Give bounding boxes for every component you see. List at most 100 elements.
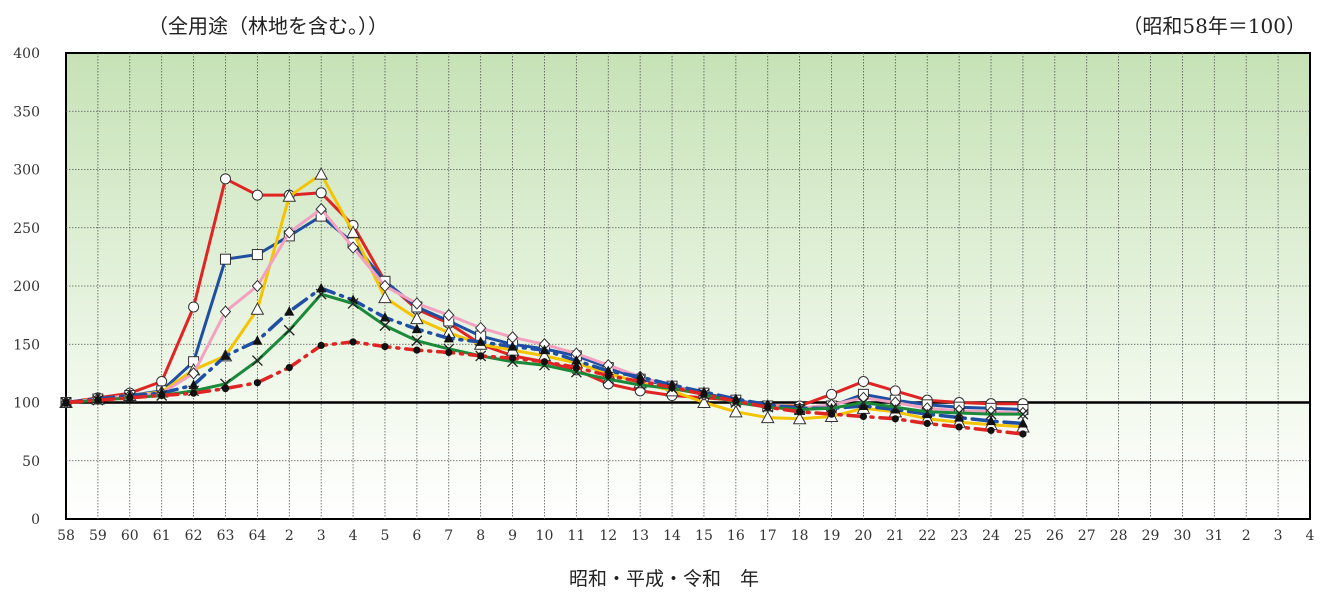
y-tick-labels: 0 50 100 150 200 250 300 350 400 — [13, 46, 40, 528]
data-point — [251, 249, 263, 261]
data-point — [700, 390, 708, 398]
data-point — [317, 341, 325, 350]
data-point — [764, 403, 772, 411]
data-point — [826, 388, 838, 400]
data-point — [282, 189, 297, 202]
data-point — [475, 336, 486, 346]
chart-subtitle: （昭和58年＝100） — [1122, 14, 1306, 38]
data-point — [221, 384, 230, 393]
x-tick-label: 6 — [412, 528, 421, 544]
data-point — [443, 332, 454, 343]
data-point — [923, 419, 931, 428]
x-tick-label: 4 — [1306, 528, 1315, 544]
data-point — [985, 408, 997, 420]
y-tick-label: 350 — [13, 104, 40, 120]
data-point — [889, 385, 901, 397]
data-point — [954, 412, 965, 422]
data-point — [1017, 417, 1028, 428]
data-point — [827, 410, 836, 418]
data-point — [477, 352, 485, 360]
x-tick-label: 27 — [1078, 528, 1096, 544]
x-tick-label: 17 — [759, 528, 777, 544]
x-tick-label: 7 — [444, 528, 453, 544]
data-point — [283, 226, 295, 239]
data-point — [540, 358, 549, 366]
x-tick-label: 24 — [982, 528, 1000, 544]
data-point — [220, 350, 231, 360]
data-point — [126, 394, 134, 402]
data-point — [283, 324, 295, 336]
y-tick-label: 0 — [31, 512, 40, 528]
x-tick-label: 25 — [1014, 528, 1032, 544]
data-point — [891, 415, 899, 423]
x-tick-label: 3 — [317, 528, 326, 544]
y-tick-label: 50 — [22, 454, 40, 470]
data-point — [379, 320, 391, 332]
y-tick-label: 150 — [13, 337, 40, 353]
data-point — [890, 403, 901, 414]
data-point — [796, 408, 804, 416]
data-point — [219, 253, 231, 265]
data-point — [94, 396, 102, 404]
data-point — [188, 379, 199, 390]
y-tick-label: 400 — [13, 46, 40, 62]
data-point — [445, 348, 453, 357]
data-point — [250, 302, 265, 315]
data-point — [986, 415, 997, 426]
x-tick-label: 29 — [1142, 528, 1160, 544]
data-point — [411, 323, 422, 334]
x-tick-label: 28 — [1110, 528, 1128, 544]
data-point — [219, 305, 232, 318]
x-tick-label: 3 — [1274, 528, 1283, 544]
y-tick-label: 300 — [13, 163, 40, 179]
x-tick-label: 4 — [349, 528, 358, 544]
data-point — [251, 189, 263, 201]
data-point — [732, 397, 740, 405]
data-point — [987, 426, 995, 435]
data-point — [857, 376, 869, 388]
x-tick-label: 58 — [57, 528, 75, 544]
data-point — [252, 335, 263, 345]
data-point — [826, 402, 837, 414]
x-axis-label: 昭和・平成・令和 年 — [568, 568, 759, 590]
data-point — [315, 288, 327, 300]
data-point — [315, 187, 327, 199]
data-point — [955, 423, 963, 431]
x-tick-label: 22 — [918, 528, 936, 544]
data-point — [251, 279, 264, 293]
data-point — [411, 297, 423, 310]
data-point — [858, 400, 869, 410]
data-point — [187, 367, 200, 380]
y-tick-label: 100 — [13, 396, 40, 412]
data-point — [379, 279, 391, 293]
data-point — [219, 173, 231, 185]
data-point — [1017, 408, 1029, 420]
x-tick-label: 12 — [599, 528, 617, 544]
data-point — [953, 407, 965, 419]
data-point — [188, 301, 200, 313]
data-point — [922, 408, 933, 419]
x-tick-label: 2 — [1242, 528, 1251, 544]
x-tick-label: 30 — [1173, 528, 1191, 544]
x-tick-label: 15 — [695, 528, 713, 544]
data-point — [347, 298, 359, 309]
data-point — [636, 377, 644, 386]
x-tick-label: 20 — [855, 528, 873, 544]
x-tick-label: 31 — [1205, 528, 1223, 544]
data-point — [539, 344, 550, 355]
data-point — [253, 379, 261, 387]
data-point — [347, 241, 359, 254]
data-point — [443, 308, 455, 322]
data-point — [603, 365, 614, 376]
data-point — [889, 401, 901, 413]
data-point — [251, 355, 263, 367]
x-tick-label: 8 — [476, 528, 485, 544]
y-tick-label: 250 — [13, 221, 40, 237]
data-point — [411, 335, 423, 347]
data-point — [792, 411, 807, 425]
data-point — [697, 395, 711, 408]
x-tick-label: 18 — [791, 528, 809, 544]
x-tick-label: 21 — [886, 528, 904, 544]
x-tick-label: 63 — [217, 528, 235, 544]
